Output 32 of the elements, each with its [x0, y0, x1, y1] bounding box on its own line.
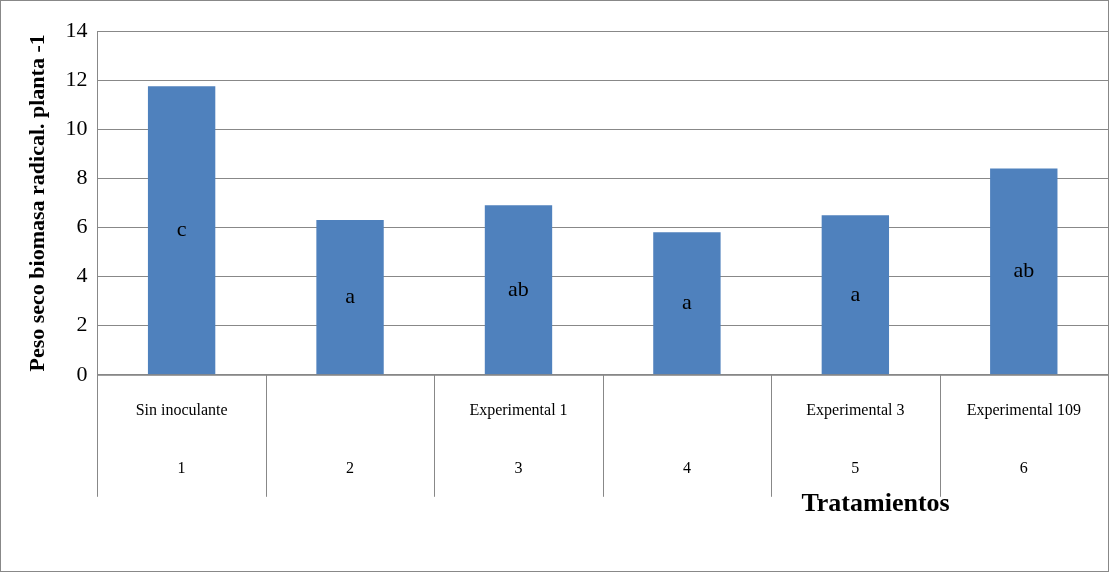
bar: [653, 232, 721, 375]
y-tick-label: 10: [65, 115, 88, 141]
text: 1: [177, 459, 186, 476]
bar: [821, 215, 890, 375]
y-tick-label: 2: [76, 311, 88, 337]
bar: [316, 220, 384, 375]
bar: [990, 168, 1058, 375]
x-tick-label: Experimental 109: [966, 400, 1081, 419]
data-label: a: [345, 283, 356, 309]
text: 5: [851, 459, 860, 476]
x-tick-label: Experimental 3: [806, 400, 905, 419]
x-axis-title: Tratamientos: [801, 487, 950, 517]
x-tick-label: Experimental 1: [469, 400, 568, 419]
data-label: c: [176, 216, 187, 242]
text: 6: [1019, 459, 1028, 476]
data-label: a: [682, 289, 693, 315]
y-tick-label: 4: [76, 262, 88, 288]
bar: [147, 86, 216, 375]
y-tick-label: 12: [65, 65, 88, 91]
y-axis-title: Peso seco biomasa radical. planta -1: [23, 34, 49, 372]
data-label: ab: [508, 275, 529, 301]
y-tick-label: 14: [65, 16, 88, 42]
y-tick-label: 8: [76, 164, 88, 190]
y-tick-label: 0: [76, 360, 88, 386]
data-label: a: [850, 280, 861, 306]
text: 4: [682, 459, 691, 476]
text: 3: [514, 459, 523, 476]
data-label: ab: [1013, 257, 1035, 283]
text: 2: [346, 459, 355, 476]
x-tick-label: Sin inoculante: [135, 400, 228, 418]
bar: [484, 205, 553, 375]
y-tick-label: 6: [76, 213, 88, 239]
